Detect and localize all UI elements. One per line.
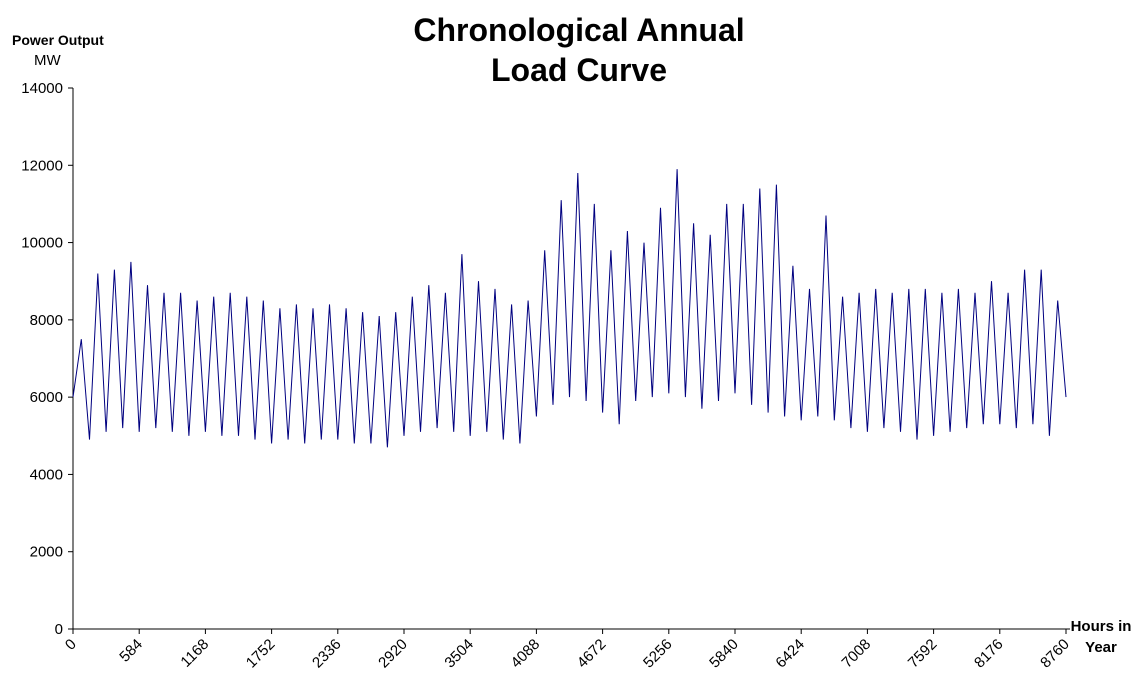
x-tick-label: 4672 <box>574 636 610 672</box>
y-tick-label: 8000 <box>30 312 63 329</box>
x-tick-label: 5256 <box>640 636 676 672</box>
y-axis-label: Power Output <box>12 32 104 48</box>
x-tick-label: 7008 <box>839 636 875 672</box>
x-tick-label: 1168 <box>177 636 212 671</box>
x-axis-label: Hours in Year <box>1070 618 1132 656</box>
chart-title: Chronological Annual Load Curve <box>413 12 745 88</box>
x-tick-label: 7592 <box>905 636 941 672</box>
x-tick-label: 8176 <box>971 636 1007 672</box>
load-line <box>72 169 1067 448</box>
y-tick-label: 0 <box>55 621 63 638</box>
x-tick-label: 3504 <box>441 636 477 672</box>
x-tick-label: 0 <box>62 636 80 654</box>
y-tick-label: 14000 <box>21 80 63 97</box>
x-tick-label: 4088 <box>508 636 544 672</box>
x-tick-label: 5840 <box>706 636 742 672</box>
x-tick-label: 2920 <box>375 636 411 672</box>
y-tick-label: 12000 <box>21 157 63 174</box>
x-tick-label: 584 <box>116 636 146 666</box>
y-tick-label: 2000 <box>30 544 63 561</box>
y-tick-label: 4000 <box>30 466 63 483</box>
y-tick-label: 10000 <box>21 235 63 252</box>
x-tick-label: 2336 <box>309 636 345 672</box>
x-tick-label: 6424 <box>772 636 808 672</box>
x-tick-label: 1752 <box>243 636 279 672</box>
y-tick-label: 6000 <box>30 389 63 406</box>
y-axis-unit: MW <box>34 52 61 69</box>
